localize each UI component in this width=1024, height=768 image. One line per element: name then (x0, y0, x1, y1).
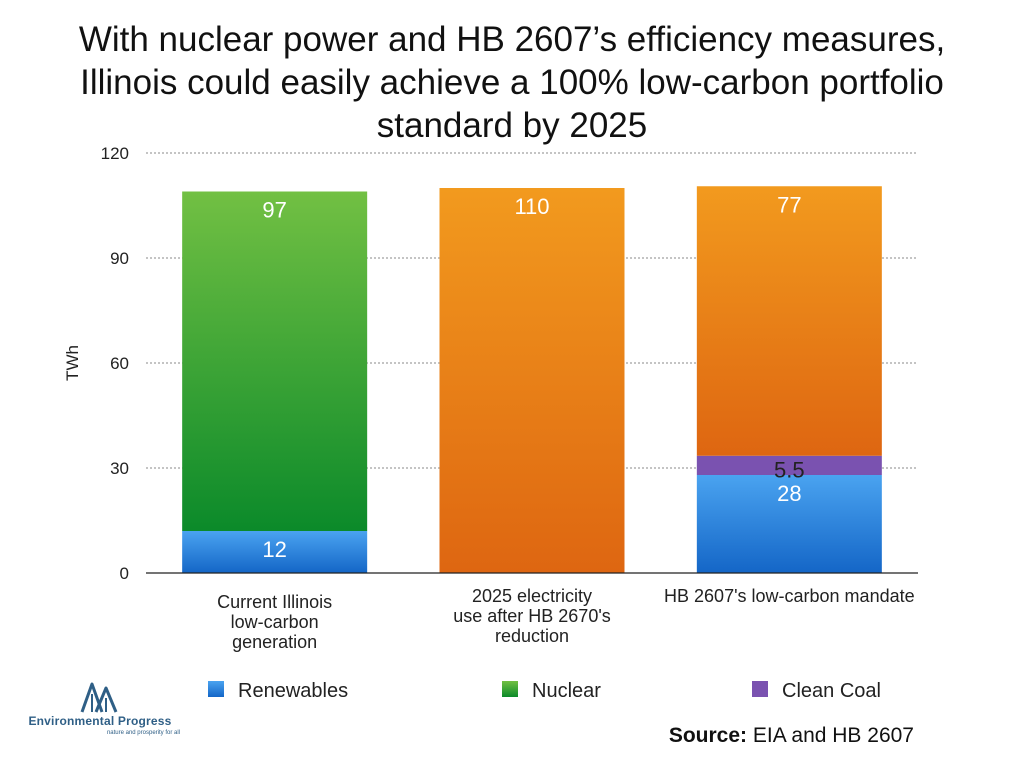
source-note: Source: EIA and HB 2607 (669, 724, 914, 748)
bar-segment-renewables (182, 531, 368, 573)
bar-segment-electricity-use (696, 186, 882, 456)
x-category-label: Current Illinois (217, 592, 332, 612)
x-category-label: low-carbon (231, 612, 319, 632)
x-category-label: use after HB 2670's (453, 606, 611, 626)
environmental-progress-logo: Environmental Progress nature and prospe… (20, 680, 180, 736)
data-label: 28 (777, 481, 801, 506)
chart-title: With nuclear power and HB 2607’s efficie… (20, 18, 1004, 147)
y-tick-label: 0 (120, 564, 129, 583)
legend-label: Renewables (238, 680, 348, 702)
legend-label: Nuclear (532, 680, 601, 702)
legend-swatch-renewables (208, 681, 224, 697)
title-line-1: With nuclear power and HB 2607’s efficie… (78, 20, 946, 59)
x-category-label: HB 2607's low-carbon mandate (664, 586, 915, 606)
y-tick-label: 120 (101, 144, 129, 163)
bar-segment-clean-coal (696, 455, 882, 475)
y-axis-label: TWh (63, 345, 82, 381)
legend-label: Clean Coal (782, 680, 881, 702)
y-tick-label: 90 (110, 249, 129, 268)
logo-tagline: nature and prosperity for all (106, 730, 180, 736)
data-label: 110 (514, 194, 549, 219)
data-label: 77 (777, 192, 801, 217)
title-line-3: standard by 2025 (376, 106, 648, 145)
legend-swatch-nuclear (502, 681, 518, 697)
twin-tree-icon (80, 682, 118, 713)
x-category-label: generation (232, 632, 317, 652)
source-label: Source: (668, 724, 748, 747)
legend-swatch-clean-coal (752, 681, 768, 697)
logo-name: Environmental Progress (28, 714, 172, 728)
data-label: 5.5 (774, 457, 805, 482)
x-category-label: 2025 electricity (472, 586, 592, 606)
bar-segment-renewables (696, 475, 882, 573)
y-tick-label: 60 (110, 354, 129, 373)
source-text: EIA and HB 2607 (747, 724, 914, 747)
y-tick-label: 30 (110, 459, 129, 478)
data-label: 97 (262, 198, 286, 223)
bar-segment-electricity-use (439, 188, 625, 573)
data-label: 12 (262, 537, 286, 562)
x-category-label: reduction (495, 626, 569, 646)
title-line-2: Illinois could easily achieve a 100% low… (80, 63, 944, 102)
bar-segment-nuclear (182, 191, 368, 531)
